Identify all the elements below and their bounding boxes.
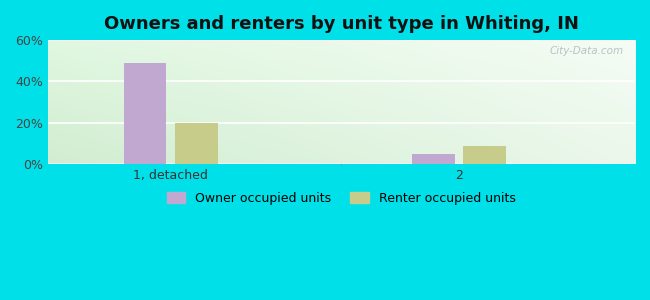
Text: City-Data.com: City-Data.com <box>549 46 623 56</box>
Bar <box>412 154 454 164</box>
Title: Owners and renters by unit type in Whiting, IN: Owners and renters by unit type in Whiti… <box>104 15 578 33</box>
Legend: Owner occupied units, Renter occupied units: Owner occupied units, Renter occupied un… <box>162 187 521 210</box>
Bar <box>463 146 506 164</box>
Bar <box>124 63 166 164</box>
Bar <box>175 123 218 164</box>
